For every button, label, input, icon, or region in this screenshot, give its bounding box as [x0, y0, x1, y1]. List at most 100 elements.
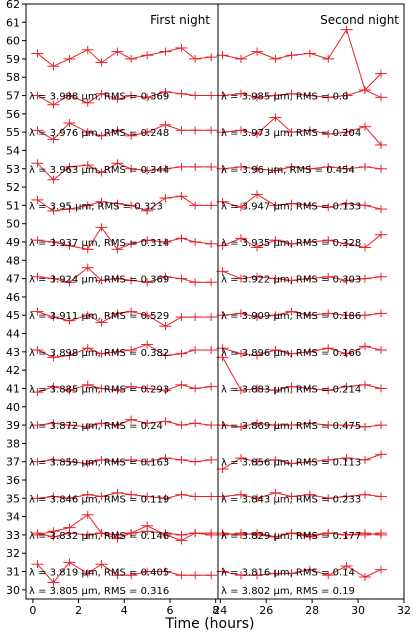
y-tick-label: 54	[6, 144, 20, 157]
data-point	[47, 175, 60, 184]
data-point	[285, 128, 298, 137]
data-point	[31, 421, 44, 430]
data-point	[159, 47, 172, 56]
data-point	[141, 278, 154, 287]
data-point	[159, 194, 172, 203]
data-point	[81, 45, 94, 54]
data-point	[251, 571, 264, 580]
data-point	[95, 197, 108, 206]
data-point	[159, 454, 172, 463]
data-point	[159, 351, 172, 360]
data-point	[95, 58, 108, 67]
y-tick-label: 42	[6, 364, 20, 377]
data-point	[47, 135, 60, 144]
data-point	[63, 119, 76, 127]
data-point	[358, 380, 371, 389]
data-point	[251, 457, 264, 466]
series-line	[222, 532, 382, 538]
data-point	[141, 166, 154, 175]
data-point	[216, 529, 229, 538]
data-point	[285, 239, 298, 248]
data-point	[205, 382, 218, 391]
data-point	[234, 490, 247, 499]
data-point	[63, 91, 76, 100]
data-point	[216, 51, 229, 60]
data-point	[269, 386, 282, 395]
data-point	[303, 347, 316, 356]
data-point	[141, 340, 154, 349]
data-point	[141, 419, 154, 428]
data-point	[340, 25, 353, 34]
data-point	[205, 239, 218, 248]
y-axis: 30 31 32 33 34 35 36 37 38 39 40 41 42 43 44 45 46 47 48 49…	[6, 0, 26, 597]
data-point	[125, 201, 138, 210]
data-point	[340, 349, 353, 358]
data-point	[285, 51, 298, 60]
series-label: λ = 3.922 μm, RMS = 0.303	[221, 275, 361, 286]
series-line	[222, 116, 382, 146]
series-line	[222, 193, 382, 210]
x-tick-label: 28	[305, 604, 319, 617]
data-point	[216, 267, 229, 276]
data-point	[81, 569, 94, 578]
data-point	[205, 529, 218, 538]
y-tick-label: 43	[6, 346, 20, 359]
data-point	[81, 311, 94, 320]
data-point	[269, 488, 282, 497]
data-point	[216, 465, 229, 474]
data-point	[31, 494, 44, 503]
y-tick-label: 48	[6, 254, 20, 267]
series-label: λ = 3.898 μm, RMS = 0.382	[29, 348, 169, 359]
data-point	[47, 527, 60, 536]
series-line	[222, 453, 382, 470]
series-label: λ = 3.95 μm, RMS = 0.323	[29, 201, 163, 212]
y-tick-label: 33	[6, 529, 20, 542]
data-point	[141, 93, 154, 102]
data-point	[141, 311, 154, 320]
data-point	[159, 529, 172, 538]
data-point	[322, 54, 335, 63]
y-tick-label: 36	[6, 474, 20, 487]
data-point	[375, 384, 388, 393]
data-point	[111, 95, 124, 104]
data-point	[234, 274, 247, 283]
data-point	[81, 344, 94, 353]
data-point	[234, 309, 247, 318]
data-point	[189, 54, 202, 63]
data-point	[205, 201, 218, 210]
data-point	[175, 274, 188, 283]
y-tick-label: 31	[6, 566, 20, 579]
data-point	[269, 421, 282, 430]
panel-title-first: First night	[150, 13, 210, 27]
data-layer	[31, 25, 388, 587]
data-point	[63, 54, 76, 63]
series-line	[222, 422, 382, 428]
data-point	[31, 346, 44, 355]
series-line	[222, 234, 382, 249]
data-point	[375, 565, 388, 574]
series-line	[222, 28, 382, 91]
y-tick-label: 40	[6, 401, 20, 414]
y-tick-label: 60	[6, 35, 20, 48]
data-point	[125, 455, 138, 464]
data-point	[375, 164, 388, 173]
data-point	[303, 419, 316, 428]
data-point	[31, 195, 44, 204]
data-point	[234, 203, 247, 212]
data-point	[189, 492, 202, 501]
data-point	[141, 384, 154, 393]
series-line	[222, 357, 382, 391]
data-point	[251, 243, 264, 252]
data-point	[205, 571, 218, 580]
y-tick-label: 56	[6, 108, 20, 121]
data-point	[216, 344, 229, 353]
data-point	[340, 311, 353, 320]
data-point	[340, 382, 353, 391]
data-point	[205, 313, 218, 322]
data-point	[125, 415, 138, 424]
data-point	[159, 238, 172, 246]
data-point	[303, 490, 316, 499]
data-point	[234, 234, 247, 243]
data-point	[125, 164, 138, 173]
data-point	[234, 422, 247, 431]
